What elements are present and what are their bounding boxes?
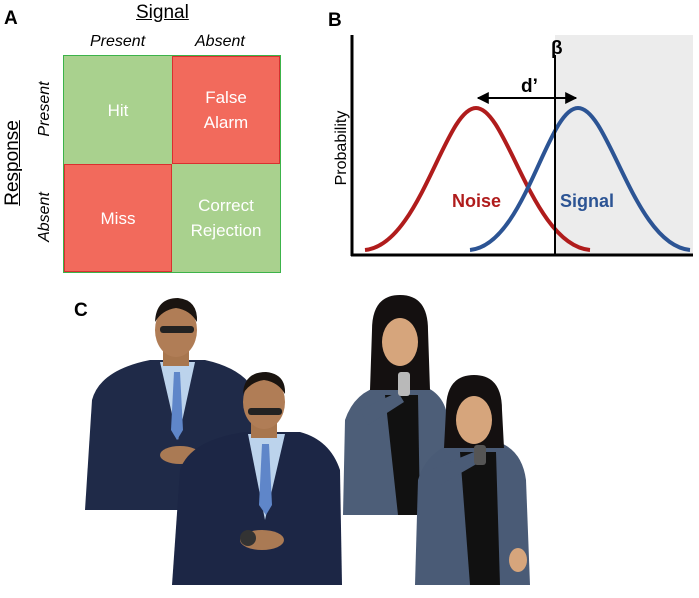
panel-label: B bbox=[328, 10, 342, 31]
matrix-cell: Correct Rejection bbox=[172, 164, 280, 272]
criterion-region bbox=[555, 35, 693, 255]
curve-label: Signal bbox=[560, 191, 614, 211]
matrix: Hit False Alarm Miss Correct Rejection bbox=[63, 55, 281, 273]
matrix-cell: Miss bbox=[64, 164, 172, 272]
matrix-cell: Hit bbox=[64, 56, 172, 164]
column-header: Present bbox=[90, 33, 146, 50]
column-header: Absent bbox=[195, 33, 245, 50]
noise-curve bbox=[364, 105, 591, 252]
curve-label: Noise bbox=[452, 191, 501, 211]
column-title: Signal bbox=[136, 2, 189, 23]
panel-label: A bbox=[4, 8, 18, 29]
criterion-label: β bbox=[551, 38, 563, 59]
panel-label: C bbox=[74, 300, 88, 321]
y-axis-label: Probability bbox=[333, 111, 350, 186]
distance-label: d’ bbox=[521, 76, 538, 97]
photo-woman-back bbox=[343, 295, 450, 515]
photo-woman-front bbox=[415, 375, 530, 585]
photo-man-front bbox=[172, 372, 342, 585]
signal-curve bbox=[469, 105, 691, 252]
matrix-cell: False Alarm bbox=[172, 56, 280, 164]
